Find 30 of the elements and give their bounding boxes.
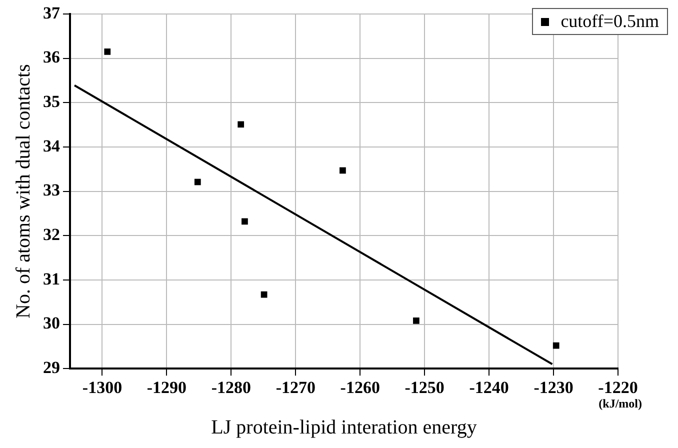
y-tick-label: 30 bbox=[43, 314, 60, 333]
x-tick-label: -1230 bbox=[534, 378, 574, 398]
x-tick-label: -1240 bbox=[469, 378, 509, 398]
y-tick-label: 33 bbox=[43, 180, 60, 200]
point bbox=[340, 167, 346, 174]
point bbox=[104, 48, 111, 55]
x-axis-title: LJ protein-lipid interation energy bbox=[211, 416, 477, 438]
point bbox=[413, 318, 420, 324]
y-tick-label: 35 bbox=[43, 92, 60, 112]
y-axis-title: No. of atoms with dual contacts bbox=[12, 64, 34, 319]
y-tick-label: 37 bbox=[43, 3, 60, 22]
x-tick-label: -1260 bbox=[340, 378, 380, 398]
y-tick-label: 32 bbox=[43, 225, 60, 244]
y-tick-label: 36 bbox=[43, 48, 60, 67]
x-tick-label: -1300 bbox=[82, 378, 122, 398]
point bbox=[194, 178, 201, 186]
legend-label: cutoff=0.5nm bbox=[560, 11, 659, 32]
point bbox=[260, 291, 268, 298]
x-tick-label: -1280 bbox=[211, 378, 252, 398]
point bbox=[242, 218, 248, 225]
x-tick-label: -1270 bbox=[276, 378, 316, 398]
x-tick-label: -1250 bbox=[404, 378, 444, 398]
text: (kJ/mol) bbox=[598, 396, 642, 411]
y-tick-label: 34 bbox=[43, 136, 60, 156]
y-tick-label: 31 bbox=[43, 269, 60, 288]
point bbox=[238, 121, 244, 128]
y-tick-label: 29 bbox=[43, 358, 60, 377]
point bbox=[552, 342, 560, 349]
x-tick-label: -1220 bbox=[598, 378, 638, 398]
x-tick-label: -1290 bbox=[146, 378, 187, 398]
